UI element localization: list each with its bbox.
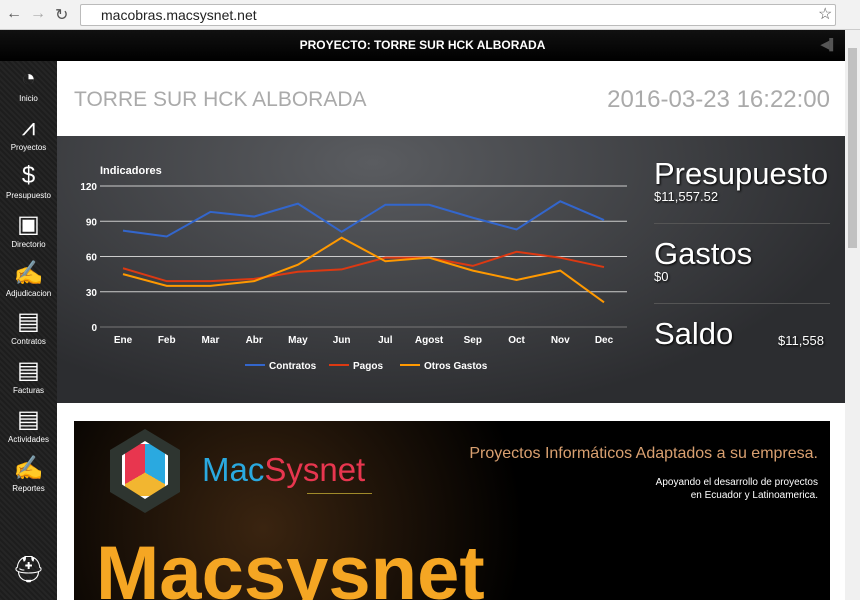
x-tick-label: Dec xyxy=(595,335,614,346)
legend-item: Contratos xyxy=(269,361,317,372)
sidebar-item-label: Reportes xyxy=(12,483,45,493)
pie-chart-icon: ◔ xyxy=(21,65,36,92)
sidebar-item-label: Adjudicacion xyxy=(5,288,52,298)
stat-label: Presupuesto xyxy=(654,156,829,191)
y-tick-label: 60 xyxy=(86,253,98,264)
y-tick-label: 0 xyxy=(91,323,97,334)
series-line-pagos xyxy=(122,250,605,283)
divider xyxy=(654,223,830,224)
sidebar-item-contratos[interactable]: ▤ Contratos xyxy=(0,304,57,353)
x-tick-label: Nov xyxy=(551,335,570,346)
scrollbar[interactable] xyxy=(845,30,860,600)
stat-saldo: Saldo $11,558 xyxy=(654,316,824,352)
x-tick-label: Ene xyxy=(114,335,133,346)
stat-value: $11,558 xyxy=(777,333,824,348)
stat-label: Saldo xyxy=(654,316,734,351)
stat-value: $11,557.52 xyxy=(654,189,719,204)
sub-slogan: Apoyando el desarrollo de proyectos en Ec… xyxy=(655,477,818,501)
report-icon: ✍ xyxy=(13,454,44,482)
chart-title: Indicadores xyxy=(100,165,162,177)
stat-value: $0 xyxy=(654,269,669,284)
x-tick-label: Feb xyxy=(158,335,176,346)
sidebar-item-label: Directorio xyxy=(11,240,46,250)
sidebar-item-label: Proyectos xyxy=(10,142,47,152)
y-tick-label: 90 xyxy=(86,217,98,228)
sidebar-item-actividades[interactable]: ▤ Actividades xyxy=(0,402,57,451)
slogan: Proyectos Informáticos Adaptados a su em… xyxy=(469,445,818,462)
x-tick-label: Jun xyxy=(333,335,351,346)
sidebar-item-presupuesto[interactable]: $ Presupuesto xyxy=(0,158,57,207)
project-header: PROYECTO: TORRE SUR HCK ALBORADA ◀▌ xyxy=(0,30,845,61)
legend-item: Otros Gastos xyxy=(424,361,488,372)
sidebar-item-label: Contratos xyxy=(11,337,46,347)
stat-gastos: Gastos $0 xyxy=(654,236,752,284)
series-line-otros-gastos xyxy=(122,236,605,304)
hard-hat-icon[interactable]: ⛑ xyxy=(11,554,45,585)
sidebar: ◔ Inicio ⩘ Proyectos $ Presupuesto ▣ Directorio… xyxy=(0,61,57,600)
promo-banner[interactable]: MacSysnet Proyectos Informáticos Adaptad… xyxy=(74,421,830,600)
reload-icon[interactable]: ↻ xyxy=(55,7,69,24)
header-title: PROYECTO: TORRE SUR HCK ALBORADA xyxy=(299,38,546,52)
series-line-contratos xyxy=(122,200,605,238)
logo-underline xyxy=(307,493,372,494)
sidebar-item-label: Actividades xyxy=(8,434,49,444)
sidebar-item-proyectos[interactable]: ⩘ Proyectos xyxy=(0,110,57,159)
money-clock-icon: $ xyxy=(21,162,36,190)
y-tick-label: 120 xyxy=(80,182,97,193)
address-book-icon: ▣ xyxy=(17,211,40,239)
x-tick-label: Oct xyxy=(508,335,525,346)
browser-toolbar: ← → ↻ macobras.macsysnet.net ☆ xyxy=(0,0,860,30)
stat-label: Gastos xyxy=(654,236,753,271)
scrollbar-thumb[interactable] xyxy=(848,48,857,248)
legend-item: Pagos xyxy=(353,361,383,372)
stat-presupuesto: Presupuesto $11,557.52 xyxy=(654,156,828,204)
sidebar-item-inicio[interactable]: ◔ Inicio xyxy=(0,61,57,110)
x-tick-label: Agost xyxy=(415,335,444,346)
banner-headline: Macsysnet xyxy=(96,531,485,600)
activities-document-icon: ▤ xyxy=(17,405,40,433)
sidebar-item-label: Inicio xyxy=(19,94,38,103)
x-tick-label: Sep xyxy=(464,335,482,346)
contract-icon: ▤ xyxy=(17,308,40,336)
x-tick-label: May xyxy=(288,335,308,346)
x-tick-label: Jul xyxy=(378,335,393,346)
address-bar[interactable]: macobras.macsysnet.net xyxy=(80,4,836,26)
title-row: TORRE SUR HCK ALBORADA 2016-03-23 16:22:… xyxy=(57,61,845,136)
bookmark-star-icon[interactable]: ☆ xyxy=(818,6,833,23)
datetime: 2016-03-23 16:22:00 xyxy=(607,86,830,113)
invoice-icon: ▤ xyxy=(17,357,40,385)
sidebar-item-reportes[interactable]: ✍ Reportes xyxy=(0,451,57,500)
divider xyxy=(654,303,830,304)
sidebar-item-facturas[interactable]: ▤ Facturas xyxy=(0,353,57,402)
indicators-panel: Indicadores 0 30 60 90 120 Ene Feb Mar Abr May Jun J… xyxy=(57,136,845,403)
indicators-chart: Indicadores 0 30 60 90 120 Ene Feb Mar Abr May Jun J… xyxy=(80,165,627,372)
back-icon[interactable]: ← xyxy=(6,5,22,22)
page-title: TORRE SUR HCK ALBORADA xyxy=(74,88,367,111)
y-tick-label: 30 xyxy=(86,288,98,299)
x-tick-label: Abr xyxy=(246,335,263,346)
collapse-icon[interactable]: ◀▌ xyxy=(820,39,837,51)
forward-icon[interactable]: → xyxy=(30,5,46,22)
compass-icon: ⩘ xyxy=(21,113,36,141)
signed-document-icon: ✍ xyxy=(13,259,44,287)
sidebar-item-adjudicacion[interactable]: ✍ Adjudicacion xyxy=(0,256,57,305)
x-tick-label: Mar xyxy=(202,335,220,346)
brand-logo: MacSysnet xyxy=(202,451,366,488)
sidebar-item-label: Facturas xyxy=(12,386,45,396)
sidebar-item-directorio[interactable]: ▣ Directorio xyxy=(0,207,57,256)
sidebar-item-label: Presupuesto xyxy=(6,191,51,201)
